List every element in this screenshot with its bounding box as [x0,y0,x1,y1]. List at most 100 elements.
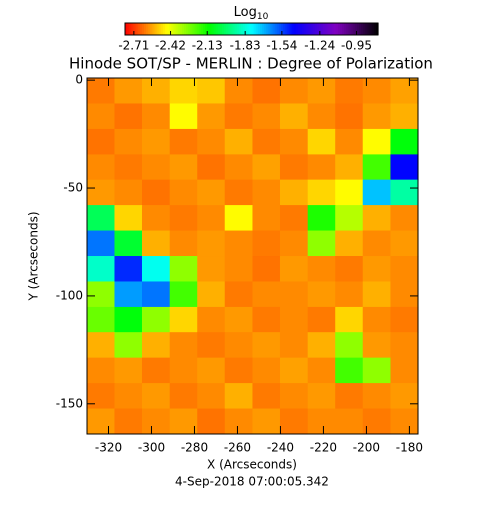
colorbar-swatch [264,23,267,35]
heatmap-cell [114,408,143,435]
heatmap-cell [86,357,116,384]
heatmap-cell [114,154,143,181]
heatmap-cell [141,128,171,155]
colorbar-swatch [272,23,276,35]
heatmap-cell [86,179,116,206]
heatmap-cell [86,230,116,257]
heatmap-cell [169,408,198,435]
colorbar-swatch [312,23,316,35]
colorbar-label: Log10 [234,5,269,22]
heatmap-cell [279,383,309,410]
heatmap-cell [141,154,171,181]
colorbar-swatch [293,23,297,35]
colorbar-frame [124,22,379,36]
colorbar-swatch [221,23,225,35]
colorbar-swatch [207,23,210,35]
heatmap-cell [390,256,419,282]
heatmap-cell [169,281,198,308]
colorbar-swatch [236,23,240,35]
heatmap-cell [279,128,309,155]
colorbar-swatch [234,23,238,35]
heatmap-cell [307,357,336,384]
colorbar-swatch [348,23,352,35]
colorbar-swatch [308,23,312,35]
heatmap-cell [362,154,391,181]
heatmap-cell [114,78,143,104]
heatmap-cell [252,332,281,359]
y-tick-label: -100 [56,288,83,302]
heatmap-cell [224,306,253,333]
heatmap-cell [169,357,198,384]
heatmap-cell [390,154,419,181]
colorbar-swatch [266,23,269,35]
heatmap-cell [362,205,391,232]
heatmap-cell [307,103,336,130]
colorbar-swatch [314,23,318,35]
heatmap-cell [390,179,419,206]
heatmap-cell [390,230,419,257]
heatmap-cell [86,205,116,232]
colorbar-swatch [247,23,250,35]
heatmap-cell [390,408,419,435]
heatmap-cell [335,103,364,130]
heatmap-cell [335,78,364,104]
colorbar-swatch [356,23,360,35]
heatmap-cell [86,154,116,181]
colorbar-swatch [325,23,328,35]
colorbar-swatch [253,23,257,35]
x-tick-label: -220 [310,441,337,455]
x-axis-label: X (Arcseconds) [207,458,297,472]
heatmap-cell [279,205,309,232]
colorbar-tick-label: -1.24 [304,39,335,53]
heatmap-cell [279,78,309,104]
heatmap-cell [114,306,143,333]
heatmap-cell [362,103,391,130]
heatmap-cell [335,154,364,181]
heatmap-cell [307,230,336,257]
colorbar-swatch [219,23,223,35]
heatmap-cell [197,78,226,104]
heatmap-cell [252,357,281,384]
chart-title: Hinode SOT/SP - MERLIN : Degree of Polar… [69,55,433,73]
colorbar-swatch [327,23,331,35]
colorbar-swatch [306,23,310,35]
colorbar-swatch [179,23,183,35]
heatmap-cell [169,256,198,282]
colorbar-swatch [304,23,307,35]
colorbar-swatch [257,23,261,35]
colorbar-swatch [329,23,333,35]
heatmap-cell [279,332,309,359]
heatmap-cell [114,357,143,384]
colorbar-swatch [318,23,322,35]
heatmap-cell [224,205,253,232]
heatmap-cell [279,154,309,181]
colorbar-swatch [259,23,263,35]
heatmap-cell [307,408,336,435]
colorbar-swatch [337,23,341,35]
heatmap-cell [307,78,336,104]
heatmap-cell [390,78,419,104]
heatmap-cell [86,128,116,155]
colorbar-swatch [365,23,369,35]
colorbar-swatch [274,23,278,35]
colorbar-label-sub: 10 [257,12,269,22]
colorbar-swatch [217,23,221,35]
colorbar-swatch [249,23,253,35]
colorbar-swatch [268,23,272,35]
colorbar-tick-label: -1.54 [266,39,297,53]
heatmap-cell [335,205,364,232]
x-tick-label: -300 [138,441,165,455]
colorbar-swatch [335,23,339,35]
heatmap-cell [390,128,419,155]
heatmap-cell [279,103,309,130]
x-tick-label: -280 [181,441,208,455]
colorbar-swatch [135,23,139,35]
colorbar-swatch [367,23,371,35]
heatmap-cell [335,281,364,308]
heatmap-cell [362,281,391,308]
colorbar-swatch [139,23,143,35]
colorbar-swatch [162,23,166,35]
heatmap-cell [114,205,143,232]
heatmap-cell [141,281,171,308]
colorbar-swatch [125,23,128,35]
